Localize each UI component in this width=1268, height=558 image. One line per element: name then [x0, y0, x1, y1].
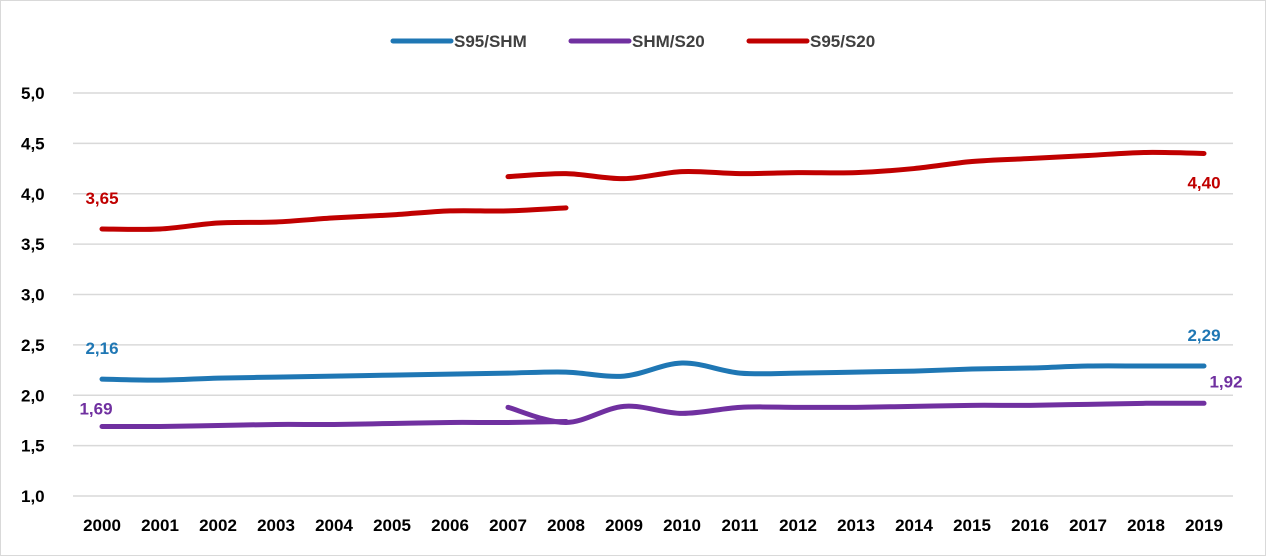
x-tick-label: 2011	[722, 516, 759, 535]
y-tick-label: 2,0	[21, 386, 45, 405]
y-axis: 1,0 1,5 2,0 2,5 3,0 3,5 4,0 4,5 5,0	[21, 84, 45, 506]
legend-label-s95-shm: S95/SHM	[454, 32, 527, 51]
y-tick-label: 4,0	[21, 185, 45, 204]
y-tick-label: 1,5	[21, 437, 45, 456]
series-line-shm-s20	[505, 400, 1207, 425]
data-label-s95-shm: 2,29	[1187, 326, 1220, 345]
x-tick-label: 2007	[489, 516, 527, 535]
x-tick-label: 2015	[953, 516, 991, 535]
x-tick-label: 2019	[1185, 516, 1223, 535]
x-tick-label: 2013	[837, 516, 875, 535]
x-tick-label: 2002	[199, 516, 237, 535]
series-layer	[99, 149, 1207, 430]
grid-layer	[73, 92, 1233, 497]
data-label-shm-s20: 1,69	[79, 399, 112, 418]
y-tick-label: 3,0	[21, 286, 45, 305]
y-tick-label: 3,5	[21, 235, 45, 254]
x-tick-label: 2008	[547, 516, 585, 535]
x-tick-label: 2016	[1011, 516, 1049, 535]
data-label-s95-s20: 4,40	[1187, 173, 1220, 192]
x-tick-label: 2018	[1127, 516, 1165, 535]
series-line-s95-s20	[505, 149, 1207, 182]
x-tick-label: 2003	[257, 516, 295, 535]
x-tick-label: 2014	[895, 516, 933, 535]
legend-label-shm-s20: SHM/S20	[632, 32, 705, 51]
x-tick-label: 2009	[605, 516, 643, 535]
x-tick-label: 2000	[83, 516, 121, 535]
y-tick-label: 2,5	[21, 336, 45, 355]
series-line-shm-s20	[99, 418, 569, 430]
y-tick-label: 4,5	[21, 134, 45, 153]
x-tick-label: 2010	[663, 516, 701, 535]
x-tick-label: 2001	[141, 516, 179, 535]
y-tick-label: 5,0	[21, 84, 45, 103]
data-label-s95-s20: 3,65	[85, 189, 118, 208]
series-line-s95-s20	[99, 205, 569, 232]
x-tick-label: 2005	[373, 516, 411, 535]
x-tick-label: 2006	[431, 516, 469, 535]
series-line-s95-shm	[99, 360, 1207, 383]
legend-label-s95-s20: S95/S20	[810, 32, 875, 51]
y-tick-label: 1,0	[21, 487, 45, 506]
legend: S95/SHM SHM/S20 S95/S20	[390, 32, 875, 51]
x-tick-label: 2012	[779, 516, 817, 535]
x-tick-label: 2004	[315, 516, 353, 535]
x-tick-label: 2017	[1069, 516, 1107, 535]
x-axis: 2000 2001 2002 2003 2004 2005 2006 2007 2008 2009…	[83, 516, 1223, 535]
data-label-s95-shm: 2,16	[85, 339, 118, 358]
data-label-shm-s20: 1,92	[1209, 372, 1242, 391]
data-label-layer: 2,16 2,29 1,69 1,92 3,65 4,40	[79, 173, 1242, 418]
